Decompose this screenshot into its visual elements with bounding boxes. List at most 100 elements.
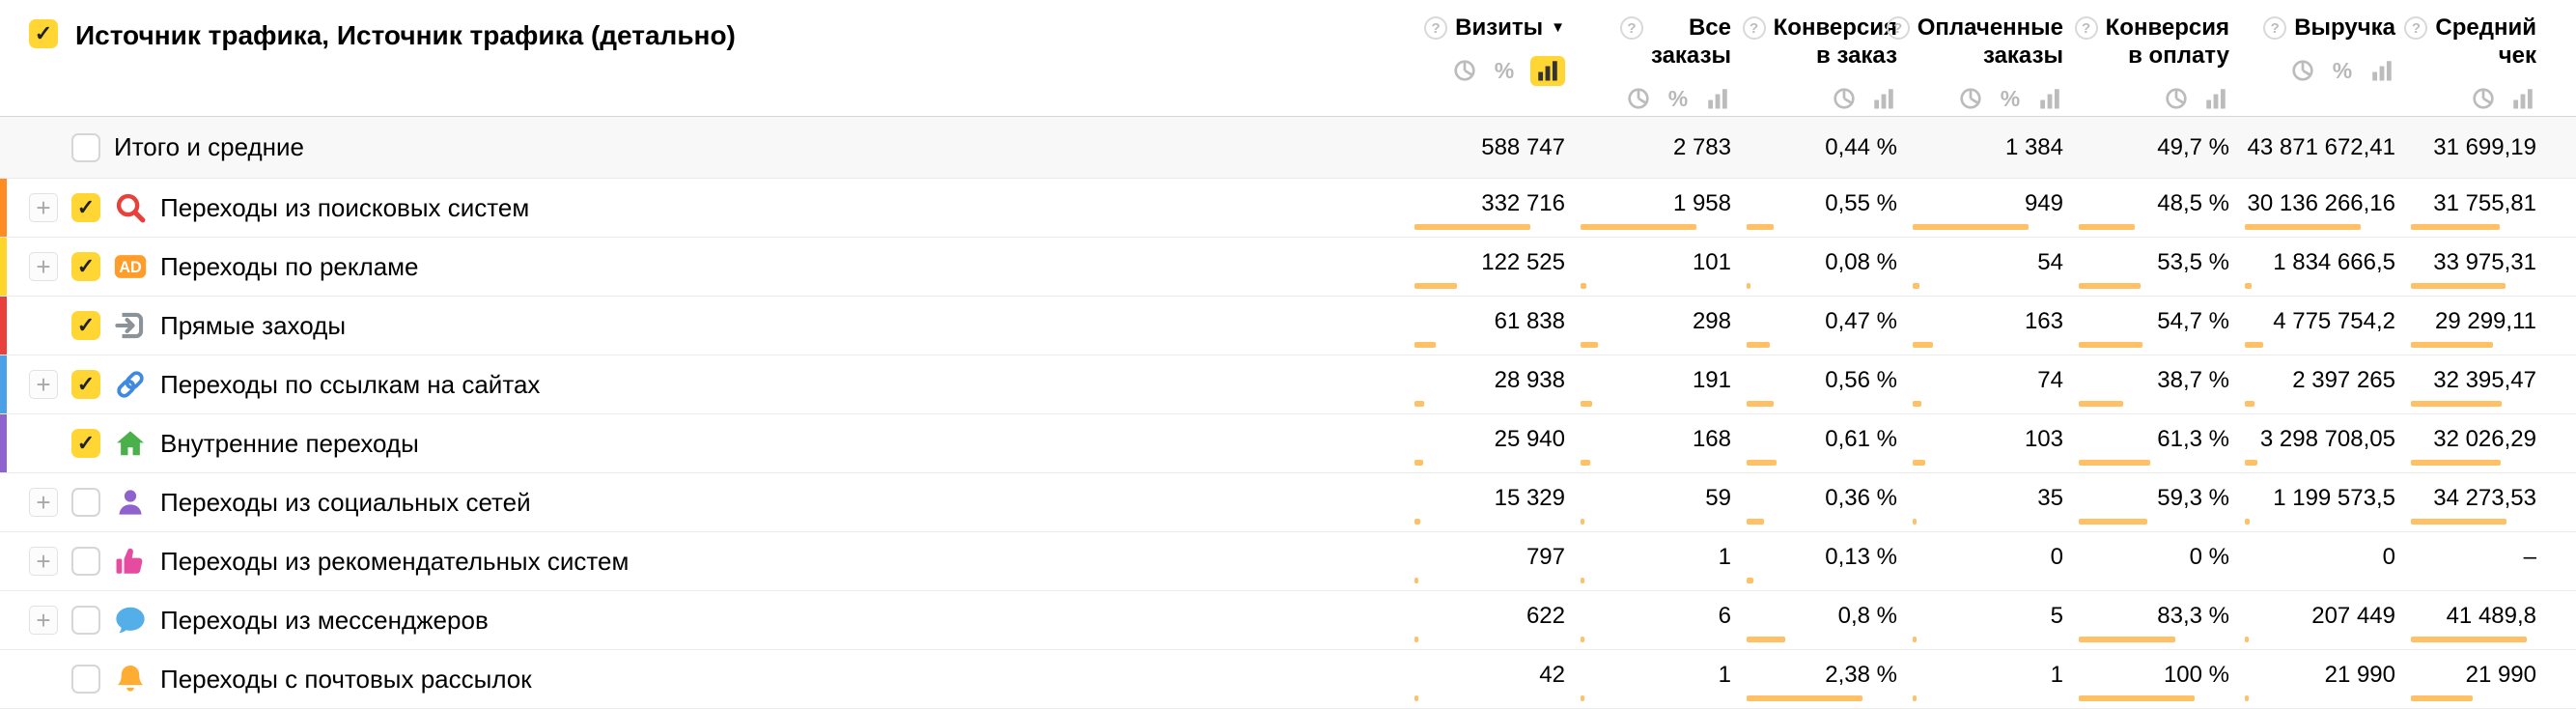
metric-value: 100 %: [2163, 662, 2229, 688]
bar-chart-mode-icon[interactable]: [2509, 85, 2536, 112]
row-label[interactable]: Переходы из рекомендательных систем: [160, 546, 630, 576]
help-icon[interactable]: ?: [1424, 16, 1448, 40]
metric-label: Выручка: [2294, 14, 2395, 41]
row-checkbox[interactable]: [71, 488, 100, 517]
row-label[interactable]: Прямые заходы: [160, 310, 347, 340]
table-row: + Прямые заходы 61 838 298 0,47 % 163 54,7 %…: [0, 297, 2576, 355]
help-icon[interactable]: ?: [2404, 16, 2428, 40]
expand-row-button[interactable]: +: [29, 193, 58, 222]
pie-chart-mode-icon[interactable]: [1831, 85, 1858, 112]
metric-label-row: ? Все заказы: [1619, 14, 1731, 70]
bar-chart-mode-icon[interactable]: [2036, 85, 2063, 112]
sort-desc-icon[interactable]: ▼: [1551, 19, 1565, 36]
display-mode-switch: [2163, 81, 2229, 116]
row-label[interactable]: Переходы из поисковых систем: [160, 192, 530, 222]
bar-chart-mode-icon[interactable]: [1870, 85, 1897, 112]
metric-cell: 0,08 %: [1745, 238, 1911, 296]
help-icon[interactable]: ?: [2074, 16, 2098, 40]
row-label[interactable]: Переходы по ссылкам на сайтах: [160, 369, 541, 399]
row-checkbox[interactable]: [71, 606, 100, 635]
metric-label: Оплаченные заказы: [1917, 14, 2063, 69]
metric-value: 588 747: [1481, 133, 1565, 160]
expand-row-button[interactable]: +: [29, 488, 58, 517]
pie-chart-mode-icon[interactable]: [1625, 85, 1652, 112]
metric-value: 74: [2037, 367, 2063, 393]
metric-value: 32 395,47: [2433, 367, 2536, 393]
percent-mode-icon[interactable]: %: [2332, 57, 2353, 83]
metric-column-header[interactable]: ? Визиты ▼ %: [1413, 0, 1579, 116]
metric-column-header[interactable]: ? Оплаченные заказы %: [1886, 0, 2077, 116]
row-left: + Переходы из поисковых систем: [0, 179, 1413, 237]
bar-chart-mode-icon[interactable]: [2368, 57, 2395, 84]
expand-row-button[interactable]: +: [29, 370, 58, 399]
metric-column-header[interactable]: ? Выручка %: [2243, 0, 2409, 116]
metric-cell: 48,5 %: [2077, 179, 2243, 237]
row-cells: 15 329 59 0,36 % 35 59,3 % 1 199 573,5 34 273,…: [1413, 473, 2576, 531]
help-icon[interactable]: ?: [1886, 16, 1910, 40]
bar-chart-mode-icon[interactable]: [1530, 55, 1565, 86]
row-label[interactable]: Внутренние переходы: [160, 428, 419, 458]
metric-cell: 38,7 %: [2077, 355, 2243, 413]
value-bar: [2245, 224, 2361, 230]
metric-column-header[interactable]: ? Все заказы %: [1579, 0, 1745, 116]
series-color-stripe: [0, 355, 7, 413]
totals-label: Итого и средние: [114, 132, 304, 161]
row-checkbox[interactable]: [71, 547, 100, 576]
pie-chart-mode-icon[interactable]: [2163, 85, 2190, 112]
help-icon[interactable]: ?: [2263, 16, 2287, 40]
pie-chart-mode-icon[interactable]: [2470, 85, 2497, 112]
expand-row-button[interactable]: +: [29, 547, 58, 576]
pie-chart-mode-icon[interactable]: [1451, 57, 1478, 84]
percent-mode-icon[interactable]: %: [1494, 57, 1515, 83]
row-checkbox[interactable]: [71, 311, 100, 340]
metric-column-header[interactable]: ? Средний чек: [2404, 0, 2575, 116]
metric-cell: 797: [1413, 532, 1579, 590]
metric-cell: 622: [1413, 591, 1579, 649]
row-checkbox[interactable]: [71, 429, 100, 458]
metric-value: 59: [1705, 485, 1731, 511]
totals-checkbox[interactable]: [71, 132, 100, 162]
metric-cell: 30 136 266,16: [2243, 179, 2409, 237]
pie-chart-mode-icon[interactable]: [1957, 85, 1984, 112]
percent-mode-icon[interactable]: %: [1667, 85, 1689, 111]
row-checkbox[interactable]: [71, 370, 100, 399]
help-icon[interactable]: ?: [1742, 16, 1766, 40]
row-left: + AD Переходы по рекламе: [0, 238, 1413, 296]
row-label[interactable]: Переходы из мессенджеров: [160, 605, 489, 635]
value-bar: [2245, 283, 2252, 289]
row-left: + Внутренние переходы: [0, 414, 1413, 472]
row-label[interactable]: Переходы с почтовых рассылок: [160, 664, 532, 694]
bar-chart-mode-icon[interactable]: [2202, 85, 2229, 112]
metric-value: 0,56 %: [1825, 367, 1897, 393]
metric-cell: 0,8 %: [1745, 591, 1911, 649]
row-checkbox[interactable]: [71, 665, 100, 694]
metric-cell: 207 449: [2243, 591, 2409, 649]
metric-column-header[interactable]: ? Конверсия в оплату: [2074, 0, 2243, 116]
value-bar: [1747, 460, 1777, 466]
metric-cell: 33 975,31: [2409, 238, 2575, 296]
percent-mode-icon[interactable]: %: [2000, 85, 2021, 111]
expand-row-button[interactable]: +: [29, 252, 58, 281]
row-checkbox[interactable]: [71, 252, 100, 281]
row-label[interactable]: Переходы из социальных сетей: [160, 487, 531, 517]
row-left: + Переходы из мессенджеров: [0, 591, 1413, 649]
table-row: + AD Переходы по рекламе 122 525 101 0,08 …: [0, 238, 2576, 297]
metric-cell: 43 871 672,41: [2243, 117, 2409, 178]
row-checkbox[interactable]: [71, 193, 100, 222]
pie-chart-mode-icon[interactable]: [2289, 57, 2316, 84]
series-color-stripe: [0, 238, 7, 296]
expand-row-button[interactable]: +: [29, 606, 58, 635]
metric-cell: 6: [1579, 591, 1745, 649]
metric-column-header[interactable]: ? Конверсия в заказ: [1742, 0, 1911, 116]
metric-cell: 21 990: [2409, 650, 2575, 708]
metric-cell: 41 489,8: [2409, 591, 2575, 649]
row-cells: 42 1 2,38 % 1 100 % 21 990 21 990: [1413, 650, 2576, 708]
row-label[interactable]: Переходы по рекламе: [160, 251, 419, 281]
value-bar: [1581, 519, 1584, 525]
metric-cell: 28 938: [1413, 355, 1579, 413]
metric-cell: 0,55 %: [1745, 179, 1911, 237]
metric-cell: 32 395,47: [2409, 355, 2575, 413]
help-icon[interactable]: ?: [1619, 16, 1643, 40]
bar-chart-mode-icon[interactable]: [1704, 85, 1731, 112]
select-all-checkbox[interactable]: [29, 19, 58, 48]
